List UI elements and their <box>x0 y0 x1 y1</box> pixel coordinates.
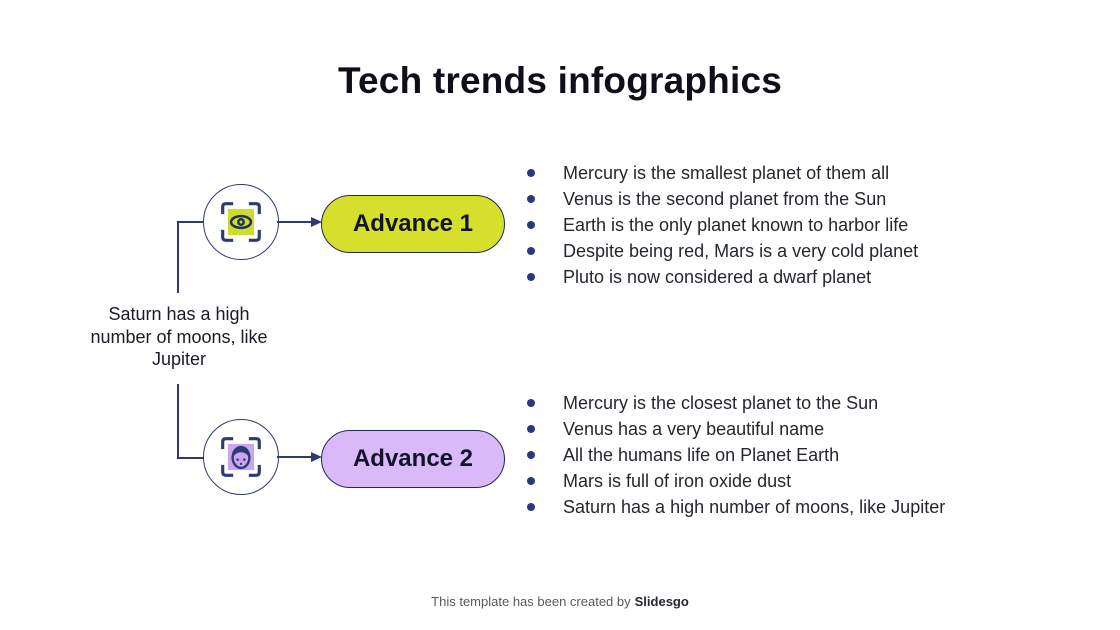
list-item: Saturn has a high number of moons, like … <box>527 494 945 520</box>
bullet-icon <box>527 477 535 485</box>
fact-text: Pluto is now considered a dwarf planet <box>563 267 872 287</box>
list-item: Mars is full of iron oxide dust <box>527 468 945 494</box>
connector-branch-bottom <box>177 457 204 459</box>
bullet-icon <box>527 273 535 281</box>
list-item: Mercury is the smallest planet of them a… <box>527 160 918 186</box>
fact-text: Despite being red, Mars is a very cold p… <box>563 241 919 261</box>
arrow-to-advance-2 <box>277 452 322 462</box>
list-item: Mercury is the closest planet to the Sun <box>527 390 945 416</box>
bullet-icon <box>527 221 535 229</box>
fact-text: Earth is the only planet known to harbor… <box>563 215 909 235</box>
footer-credit: This template has been created by Slidesg… <box>0 594 1120 609</box>
advance-1-pill: Advance 1 <box>321 195 505 253</box>
list-item: Despite being red, Mars is a very cold p… <box>527 238 918 264</box>
fact-text: All the humans life on Planet Earth <box>563 445 840 465</box>
bullet-icon <box>527 399 535 407</box>
list-item: Earth is the only planet known to harbor… <box>527 212 918 238</box>
fact-text: Mercury is the closest planet to the Sun <box>563 393 879 413</box>
list-item: All the humans life on Planet Earth <box>527 442 945 468</box>
footer-text: This template has been created by <box>431 594 631 609</box>
node-circle-advance-1 <box>203 184 279 260</box>
list-item: Venus is the second planet from the Sun <box>527 186 918 212</box>
advance-1-label: Advance 1 <box>352 210 474 237</box>
bullet-icon <box>527 425 535 433</box>
footer-brand: Slidesgo <box>634 594 689 609</box>
list-item: Pluto is now considered a dwarf planet <box>527 264 918 290</box>
center-note: Saturn has a high number of moons, like … <box>90 304 268 369</box>
bullet-icon <box>527 169 535 177</box>
fact-text: Mars is full of iron oxide dust <box>563 471 792 491</box>
fact-text: Venus has a very beautiful name <box>563 419 825 439</box>
connector-line-top <box>177 221 179 293</box>
bullet-icon <box>527 503 535 511</box>
page-title: Tech trends infographics <box>337 60 783 101</box>
bullet-icon <box>527 451 535 459</box>
advance-2-fact-list: Mercury is the closest planet to the Sun… <box>527 390 945 520</box>
list-item: Venus has a very beautiful name <box>527 416 945 442</box>
advance-1-fact-list: Mercury is the smallest planet of them a… <box>527 160 918 290</box>
eye-scan-icon <box>221 202 261 242</box>
advance-2-pill: Advance 2 <box>321 430 505 488</box>
face-scan-icon <box>221 437 261 477</box>
fact-text: Saturn has a high number of moons, like … <box>563 497 946 517</box>
arrow-to-advance-1 <box>277 217 322 227</box>
fact-text: Venus is the second planet from the Sun <box>563 189 887 209</box>
fact-text: Mercury is the smallest planet of them a… <box>563 163 890 183</box>
advance-2-label: Advance 2 <box>352 445 474 472</box>
node-circle-advance-2 <box>203 419 279 495</box>
connector-line-bottom <box>177 384 179 458</box>
bullet-icon <box>527 247 535 255</box>
bullet-icon <box>527 195 535 203</box>
connector-branch-top <box>177 221 204 223</box>
